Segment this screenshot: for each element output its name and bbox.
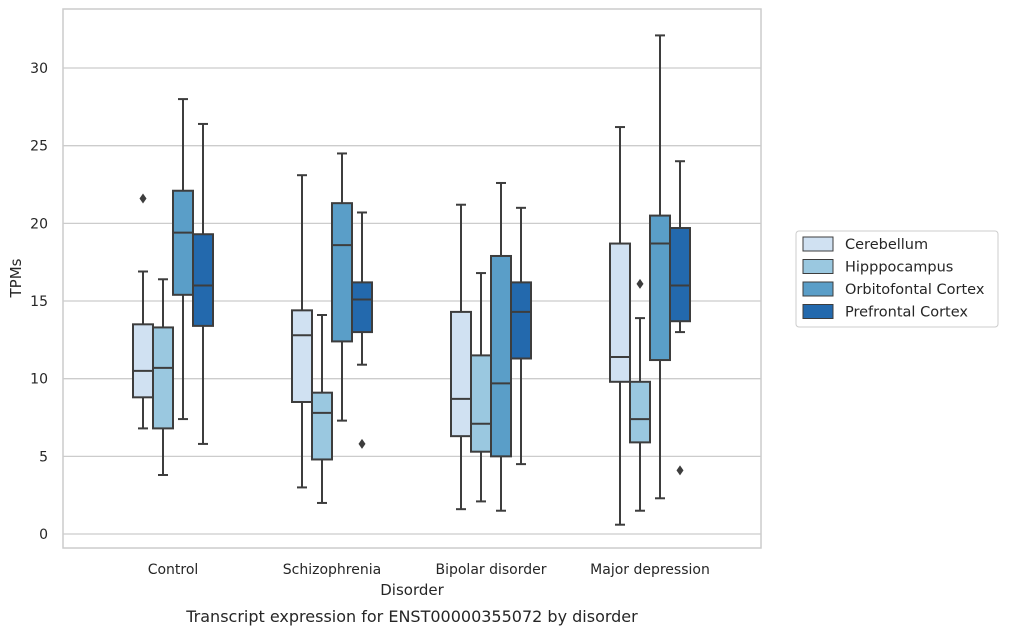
series-hipppocampus [152,272,651,512]
x-axis-title: Disorder [380,581,444,599]
box [609,126,631,526]
outlier-point [358,438,366,449]
box [450,203,472,511]
x-tick-labels: Control Schizophrenia Bipolar disorder Majo… [148,562,710,578]
y-tick-label: 30 [30,61,48,77]
box [669,160,691,476]
box [291,174,313,489]
series-orbitofontal-cortex [172,34,671,512]
box [311,314,333,504]
y-axis-title: TPMs [7,258,25,298]
box [470,272,492,503]
box [152,278,174,476]
box-body [649,214,671,362]
legend-label: Cerebellum [845,237,928,253]
box-body [291,309,313,403]
box-body [669,227,691,323]
box [649,34,671,500]
box [629,278,651,512]
box [510,206,532,466]
x-tick-label: Schizophrenia [283,562,381,578]
box [132,193,154,430]
y-tick-label: 5 [39,449,48,465]
legend-swatch [802,304,834,319]
legend-swatch [802,236,834,252]
box-body [351,281,373,334]
y-tick-label: 25 [30,139,48,155]
box-body [510,281,532,360]
legend-frame [795,230,999,328]
series-cerebellum [132,126,631,526]
y-tick-labels: 0 5 10 15 20 25 30 [30,61,48,543]
x-tick-label: Control [148,562,199,578]
box-body [152,326,174,430]
legend-label: Hipppocampus [845,260,953,276]
chart-caption: Transcript expression for ENST0000035507… [185,607,638,626]
legend-swatch [802,281,834,297]
outlier-point [676,465,684,476]
box-body [132,323,154,399]
legend-swatch [802,259,834,274]
box-series [132,34,691,526]
box [490,181,512,512]
box-body [629,380,651,444]
box [192,122,214,445]
y-tick-label: 20 [30,216,48,232]
box-body [331,202,353,343]
y-tick-label: 15 [30,294,48,310]
legend: Cerebellum Hipppocampus Orbitofontal Corte… [795,230,999,328]
y-tick-label: 0 [39,527,48,543]
x-tick-label: Bipolar disorder [435,562,546,578]
legend-label: Orbitofontal Cortex [845,282,985,298]
box-body [450,310,472,438]
box-body [311,391,333,461]
outlier-point [636,278,644,289]
y-tick-label: 10 [30,372,48,388]
box-body [470,354,492,453]
box-body [609,242,631,383]
x-tick-label: Major depression [590,562,710,578]
legend-label: Prefrontal Cortex [845,305,968,321]
box-body [490,254,512,458]
box-body [172,189,194,296]
box [172,98,194,421]
outlier-point [139,193,147,204]
plot-frame [62,8,762,549]
box-body [192,233,214,327]
series-prefrontal-cortex [192,122,691,476]
box [351,211,373,449]
box [331,152,353,422]
